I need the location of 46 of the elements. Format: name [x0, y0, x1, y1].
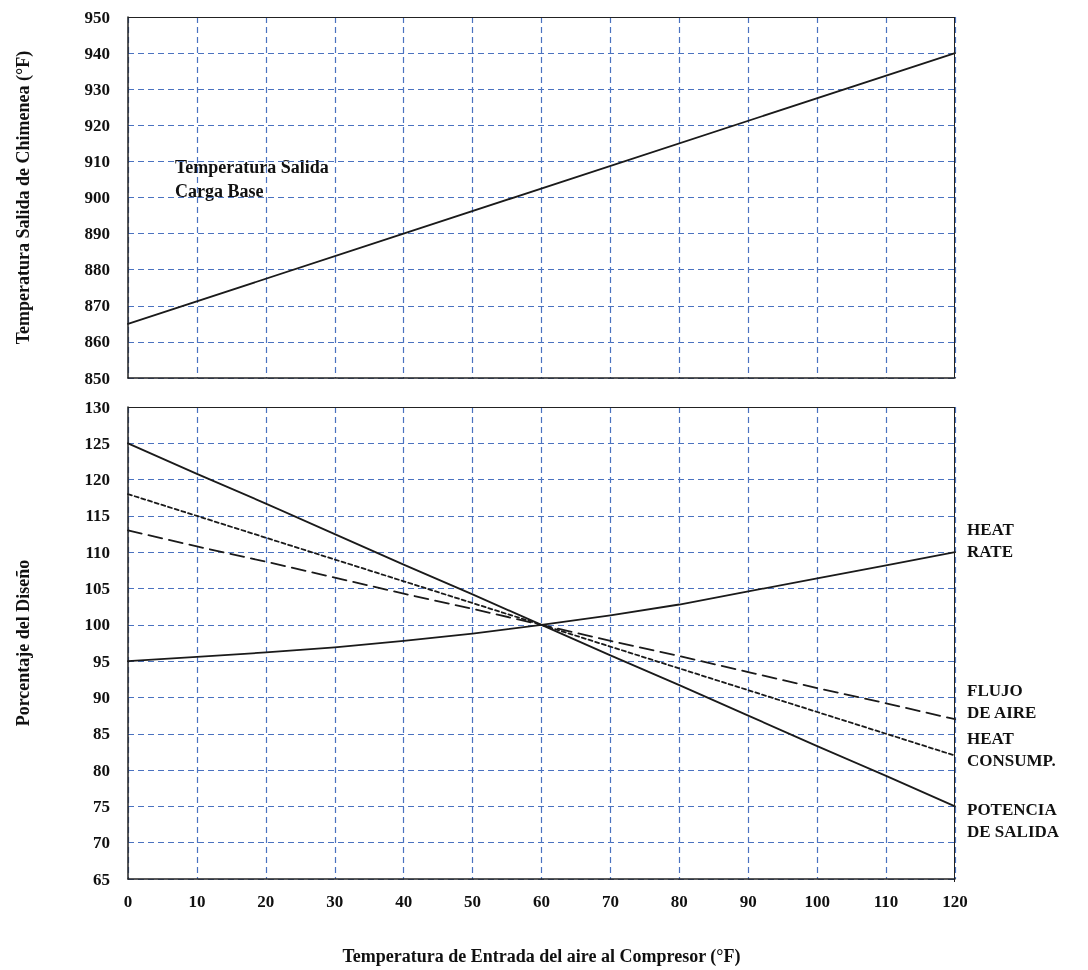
y-tick-label: 70 [93, 833, 110, 853]
y-tick-label: 850 [84, 368, 110, 388]
y-tick-label: 125 [84, 433, 110, 453]
x-tick-label: 120 [942, 892, 968, 911]
y-tick-label: 115 [85, 506, 110, 526]
y-axis-title: Temperatura Salida de Chimenea (°F) [13, 50, 34, 345]
series-label: HEAT RATE [967, 519, 1015, 561]
series-label: POTENCIA DE SALIDA [967, 799, 1060, 841]
y-axis-title: Porcentaje del Diseño [13, 559, 33, 727]
y-tick-label: 910 [84, 151, 110, 171]
x-tick-label: 0 [123, 892, 133, 911]
y-tick-label: 130 [84, 397, 110, 417]
y-tick-label: 90 [93, 687, 110, 707]
x-tick-label: 40 [395, 892, 413, 911]
x-tick-label: 60 [533, 892, 550, 911]
y-tick-label: 95 [93, 651, 110, 671]
x-axis-title: Temperatura de Entrada del aire al Compresor (°F) [342, 946, 741, 967]
y-tick-label: 860 [84, 332, 110, 352]
x-tick-label: 100 [804, 892, 830, 911]
y-tick-label: 890 [84, 224, 110, 244]
y-tick-label: 870 [84, 296, 110, 316]
x-tick-label: 50 [464, 892, 482, 911]
annotation: Temperatura Salida Carga Base [175, 157, 334, 201]
y-tick-label: 940 [84, 43, 110, 63]
y-tick-label: 65 [93, 869, 110, 889]
series-label: HEAT CONSUMP. [967, 729, 1056, 771]
y-tick-label: 950 [84, 7, 110, 27]
x-tick-label: 20 [257, 892, 275, 911]
y-tick-label: 100 [84, 615, 110, 635]
y-tick-label: 120 [84, 470, 110, 490]
y-tick-label: 880 [84, 260, 110, 280]
y-tick-label: 75 [93, 796, 110, 816]
y-tick-label: 900 [84, 188, 110, 207]
x-tick-label: 10 [188, 892, 206, 911]
x-tick-label: 80 [670, 892, 688, 911]
y-tick-label: 80 [93, 760, 110, 780]
x-tick-label: 30 [326, 892, 344, 911]
x-tick-label: 90 [739, 892, 757, 911]
y-tick-label: 930 [84, 79, 110, 99]
series-label: FLUJO DE AIRE [967, 680, 1037, 722]
y-tick-label: 110 [85, 542, 110, 562]
y-tick-label: 920 [84, 115, 110, 135]
y-tick-label: 105 [84, 579, 110, 599]
x-tick-label: 110 [873, 892, 899, 911]
x-tick-label: 70 [601, 892, 619, 911]
y-tick-label: 85 [93, 724, 110, 744]
